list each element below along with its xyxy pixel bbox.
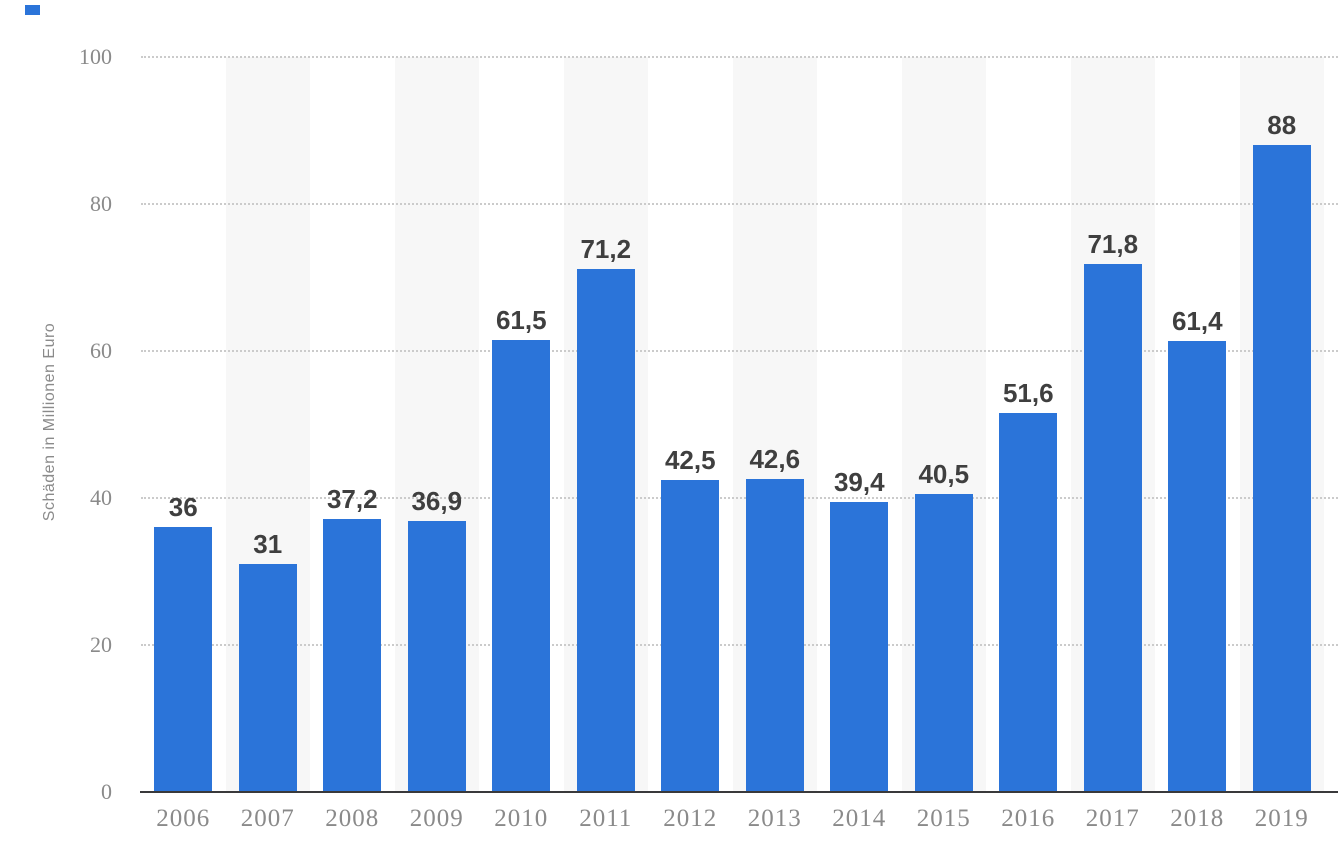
x-tick-label: 2006 [156,805,211,832]
bar[interactable] [407,520,466,792]
bar-value-label: 42,6 [749,443,801,474]
gridline [141,56,1338,58]
y-tick-label: 100 [79,44,112,69]
bar-value-label: 31 [253,529,283,560]
bar[interactable] [1168,340,1227,792]
x-tick-label: 2010 [494,805,549,832]
x-tick-label: 2019 [1254,805,1309,832]
gridline [141,350,1338,352]
bar-value-label: 61,5 [495,304,547,335]
gridline [141,644,1338,646]
x-tick-label: 2014 [832,805,887,832]
y-tick-label: 40 [90,485,112,510]
bar-value-label: 40,5 [918,459,970,490]
gridline [141,203,1338,205]
bar[interactable] [661,479,720,792]
bar[interactable] [999,412,1058,792]
bar[interactable] [830,502,889,792]
bar-value-label: 42,5 [664,444,716,475]
bar[interactable] [745,478,804,792]
x-tick-label: 2011 [579,805,633,832]
gridline [141,497,1338,499]
bar[interactable] [154,527,213,792]
bar[interactable] [238,564,297,792]
x-tick-label: 2012 [663,805,718,832]
bar-value-label: 61,4 [1171,305,1223,336]
bar-value-label: 51,6 [1002,377,1054,408]
x-tick-label: 2009 [409,805,464,832]
bar-value-label: 39,4 [833,467,885,498]
bar[interactable] [1083,264,1142,792]
y-tick-label: 60 [90,338,112,363]
x-tick-label: 2018 [1170,805,1225,832]
y-tick-label: 20 [90,632,112,657]
x-tick-label: 2008 [325,805,380,832]
x-tick-label: 2007 [240,805,295,832]
bar[interactable] [323,518,382,792]
bar[interactable] [576,268,635,792]
y-tick-label: 80 [90,191,112,216]
x-tick-label: 2015 [916,805,971,832]
bar[interactable] [1252,145,1311,792]
bar-value-label: 36 [168,492,198,523]
bar-value-label: 36,9 [411,485,463,516]
bar-value-label: 71,8 [1087,229,1139,260]
bar-value-label: 37,2 [326,483,378,514]
bar-value-label: 88 [1267,110,1297,141]
x-tick-label: 2017 [1085,805,1140,832]
x-tick-label: 2013 [747,805,802,832]
x-axis-line [140,790,1338,793]
corner-accent-mark [25,5,40,15]
x-tick-label: 2016 [1001,805,1056,832]
y-tick-label: 0 [101,779,112,804]
bar-value-label: 71,2 [580,233,632,264]
bar[interactable] [492,339,551,792]
bar[interactable] [914,494,973,792]
